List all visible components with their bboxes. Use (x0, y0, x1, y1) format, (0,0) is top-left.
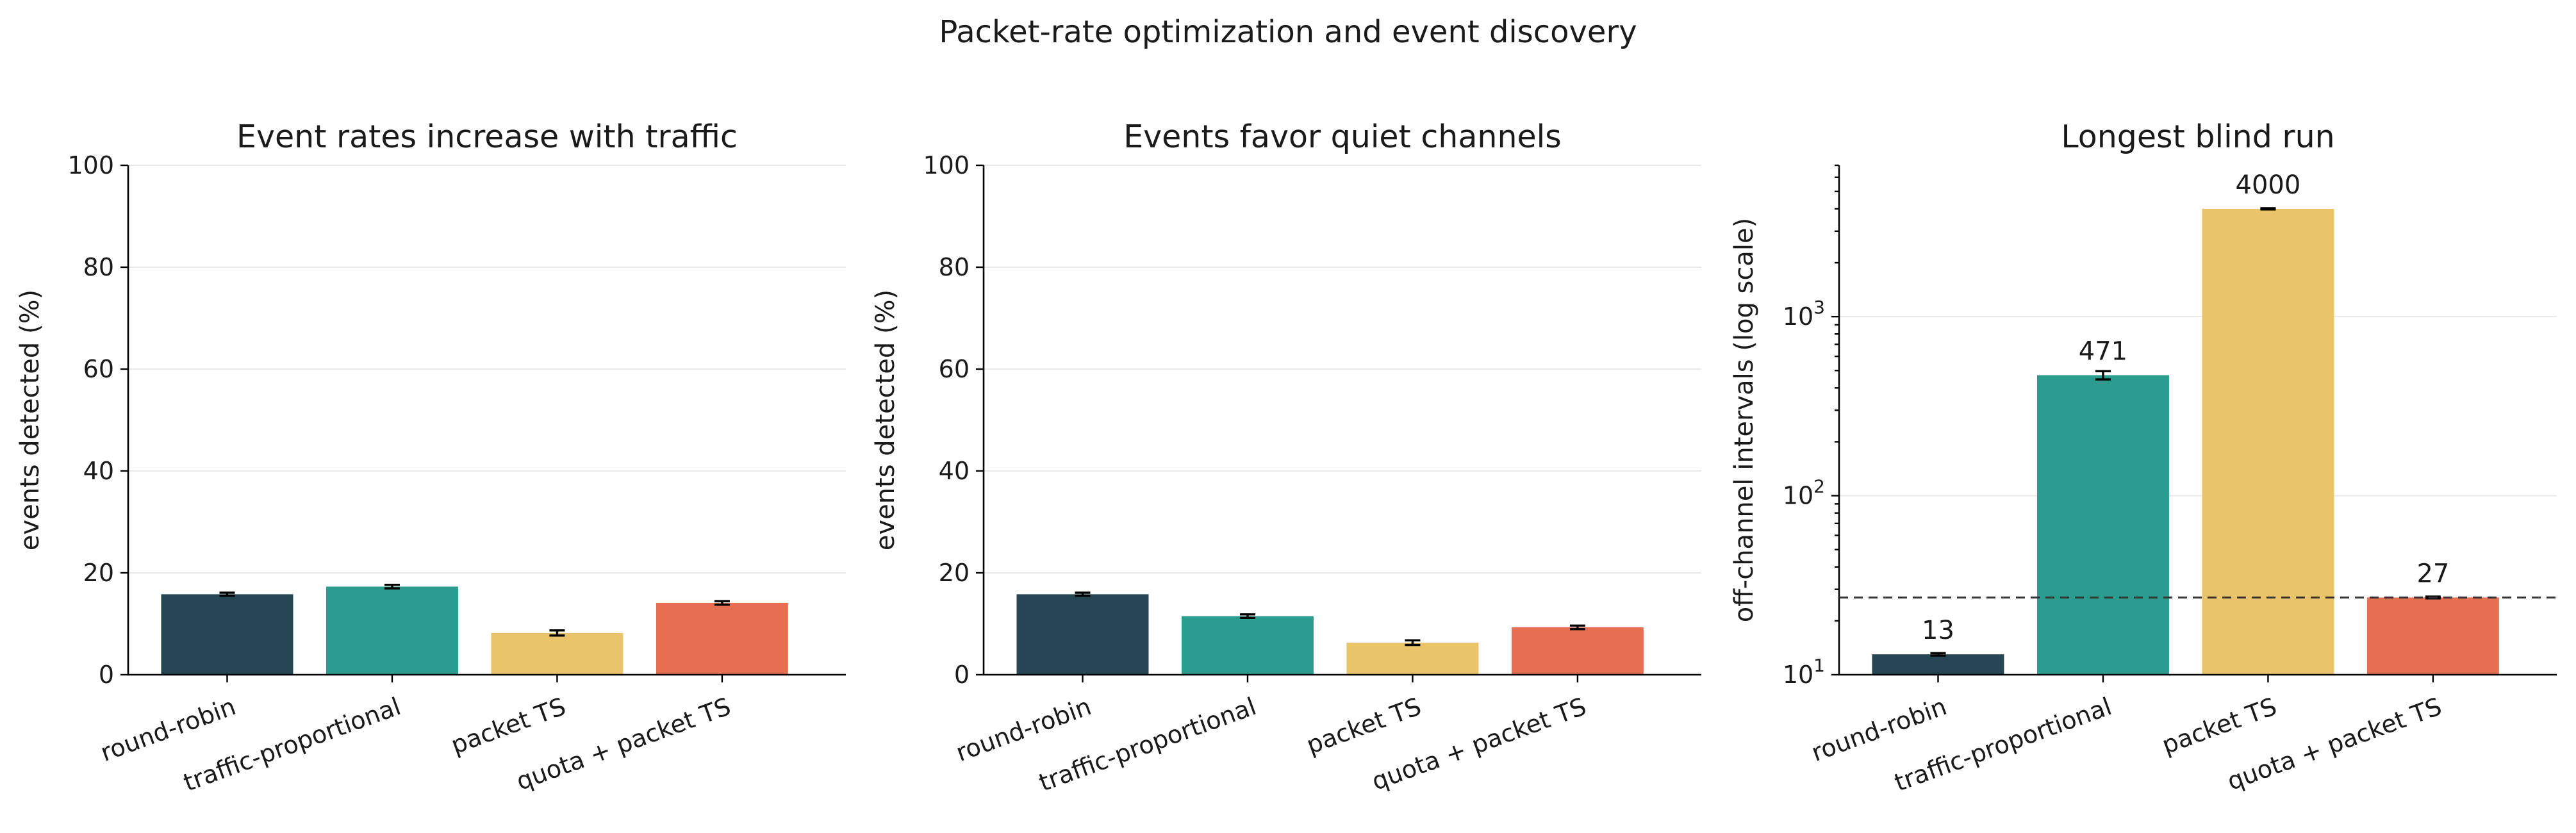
bar-packet-ts (491, 632, 623, 675)
y-tick-label: 103 (1783, 297, 1825, 331)
y-tick-label: 20 (83, 559, 114, 587)
y-tick-label: 0 (954, 661, 970, 689)
axis-spines (127, 165, 846, 676)
bar-quota-packet-ts (656, 602, 788, 675)
value-label: 13 (1922, 616, 1954, 645)
chart-panel-3: 10110210313round-robin471traffic-proport… (1730, 119, 2557, 797)
y-axis-label: off-channel intervals (log scale) (1730, 218, 1759, 622)
y-tick-label: 40 (83, 457, 114, 485)
bar-traffic-proportional (326, 586, 458, 675)
value-label: 4000 (2236, 170, 2301, 200)
bar-traffic-proportional (2036, 375, 2169, 675)
y-tick-label: 60 (939, 355, 970, 383)
y-tick-label: 101 (1783, 655, 1825, 689)
bar-round-robin (1872, 654, 2004, 675)
bar-round-robin (161, 594, 293, 675)
axis-spines (1838, 165, 2557, 676)
chart-panel-2: 020406080100round-robintraffic-proportio… (871, 119, 1701, 797)
y-tick-label: 100 (67, 151, 114, 179)
y-tick-label: 60 (83, 355, 114, 383)
value-label: 471 (2079, 337, 2127, 367)
x-tick-label: packet TS (447, 692, 569, 759)
x-tick-label: packet TS (1303, 692, 1424, 759)
y-tick-label: 102 (1783, 476, 1825, 510)
panel-title: Event rates increase with traffic (236, 119, 738, 155)
y-axis-label: events detected (%) (15, 290, 45, 550)
axis-spines (982, 165, 1701, 676)
figure-title: Packet-rate optimization and event disco… (939, 14, 1637, 50)
x-tick-label: packet TS (2158, 692, 2280, 759)
bar-packet-ts (2202, 208, 2334, 675)
bar-quota-packet-ts (1511, 627, 1644, 675)
panel-title: Longest blind run (2061, 119, 2334, 155)
y-tick-label: 40 (939, 457, 970, 485)
y-tick-label: 20 (939, 559, 970, 587)
bar-packet-ts (1346, 642, 1479, 675)
y-tick-label: 80 (939, 253, 970, 281)
y-tick-label: 80 (83, 253, 114, 281)
bar-quota-packet-ts (2366, 597, 2499, 675)
y-tick-label: 0 (99, 661, 114, 689)
panel-title: Events favor quiet channels (1123, 119, 1562, 155)
chart-panels: 020406080100round-robintraffic-proportio… (15, 119, 2557, 797)
y-axis-label: events detected (%) (871, 290, 900, 550)
value-label: 27 (2416, 559, 2449, 588)
bar-round-robin (1016, 594, 1149, 675)
chart-panel-1: 020406080100round-robintraffic-proportio… (15, 119, 846, 797)
bar-traffic-proportional (1181, 616, 1314, 675)
y-tick-label: 100 (923, 151, 970, 179)
